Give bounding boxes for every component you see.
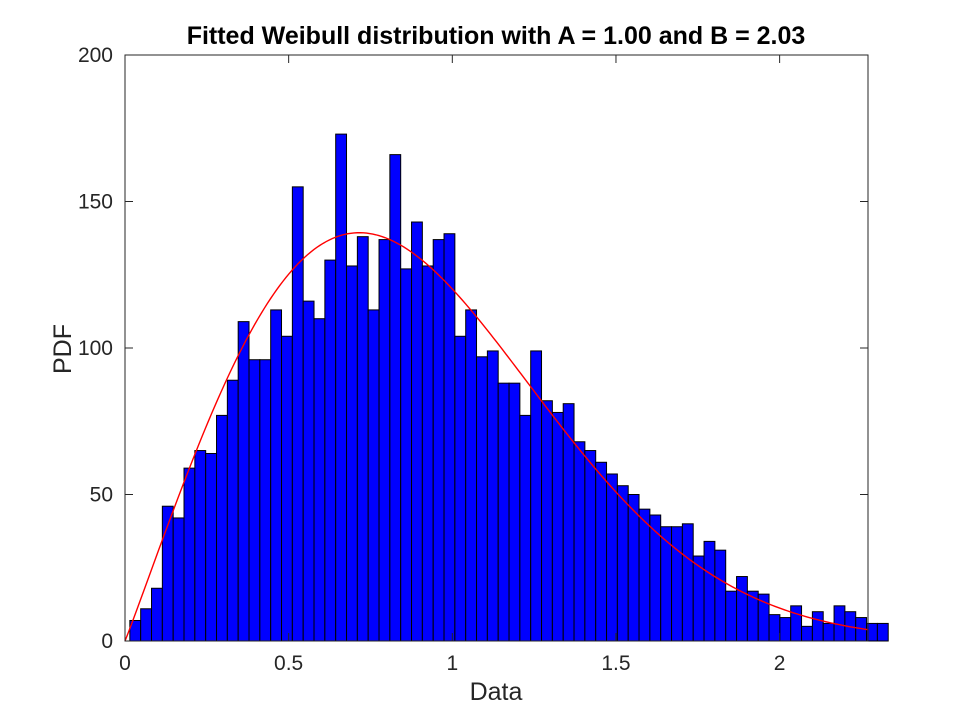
x-tick-label: 0.5 [274, 652, 303, 675]
x-tick-label: 1 [446, 652, 458, 675]
histogram-bar [302, 300, 315, 642]
histogram-bar [671, 526, 683, 642]
histogram-bar [237, 321, 250, 642]
histogram-bar [573, 441, 586, 642]
histogram-bar [172, 517, 185, 642]
histogram-bar [779, 617, 792, 642]
histogram-bar [595, 461, 608, 642]
histogram-bar [606, 473, 618, 642]
y-axis-label: PDF [49, 324, 77, 374]
histogram-bar [616, 485, 629, 642]
histogram-bar [183, 467, 196, 642]
histogram-bar [346, 265, 358, 642]
histogram-bar [508, 382, 521, 642]
x-tick-label: 2 [774, 652, 786, 675]
histogram-bar [584, 450, 597, 642]
histogram-bar [627, 494, 640, 642]
histogram-bar [356, 236, 369, 642]
histogram-bar [205, 452, 218, 642]
histogram-bar [151, 587, 163, 642]
histogram-bar [313, 318, 326, 642]
histogram-bar [714, 549, 727, 642]
histogram-bar [432, 239, 445, 642]
histogram-bar [476, 356, 488, 642]
histogram-bar [400, 268, 413, 642]
histogram-bar [226, 379, 239, 642]
histogram-bar [562, 403, 575, 642]
histogram-bar [367, 309, 380, 642]
fit-curve-group [124, 232, 869, 642]
histogram-bar [140, 608, 153, 642]
chart-title: Fitted Weibull distribution with A = 1.0… [187, 22, 806, 50]
histogram-bar [270, 309, 283, 642]
histogram-bar [519, 414, 532, 642]
histogram-bar [681, 523, 694, 642]
histogram-bar [291, 186, 304, 642]
weibull-fit-curve [124, 232, 869, 642]
histogram-bar [259, 359, 272, 642]
histogram-bar [454, 335, 467, 642]
histogram-bar [551, 411, 564, 642]
x-axis-label: Data [470, 678, 523, 706]
histogram-bar [876, 622, 889, 642]
histogram-bar [736, 576, 748, 642]
histogram-bar [411, 221, 423, 642]
histogram-bar [801, 625, 813, 642]
histogram-bar [497, 382, 510, 642]
histogram-bar [248, 359, 261, 642]
histogram-bar [541, 400, 553, 642]
x-tick-label: 0 [119, 652, 131, 675]
histogram-bar [638, 508, 651, 642]
histogram-bar [281, 335, 293, 642]
histogram-bar [216, 414, 228, 642]
histogram-bar [811, 611, 824, 642]
histogram-bar [725, 590, 738, 642]
histogram-bar [703, 540, 716, 642]
histogram-bar [822, 622, 835, 642]
histogram-bar [465, 309, 478, 642]
histogram-bar [443, 233, 456, 642]
histogram-bar [486, 350, 499, 642]
histogram-bar [378, 239, 391, 642]
y-tick-label: 100 [78, 337, 113, 360]
histogram-bar [421, 265, 434, 642]
histogram-bars [129, 133, 889, 642]
y-tick-label: 0 [101, 630, 113, 653]
axes: 0 0.5 1 1.5 2 0 50 100 150 200 [78, 44, 869, 675]
histogram-bar [790, 605, 803, 642]
histogram-bar [768, 614, 781, 642]
histogram-bar [335, 133, 348, 642]
x-tick-label: 1.5 [601, 652, 630, 675]
y-tick-label: 200 [78, 44, 113, 67]
histogram-bar [324, 259, 337, 642]
histogram-bar [389, 154, 402, 642]
y-tick-label: 150 [78, 191, 113, 214]
histogram-bar [194, 450, 207, 642]
y-tick-label: 50 [90, 484, 113, 507]
